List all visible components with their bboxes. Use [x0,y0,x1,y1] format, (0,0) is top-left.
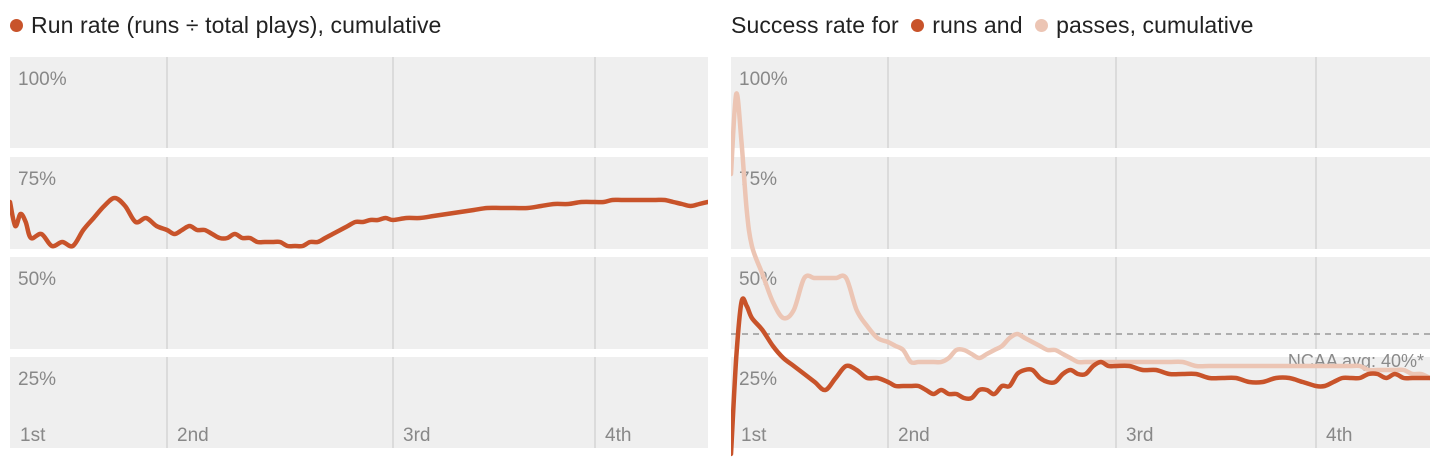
background-band [731,57,1430,148]
background-band [10,357,708,448]
y-tick-label: 50% [18,269,56,290]
passes-legend-label: passes, cumulative [1056,12,1254,38]
background-band [731,357,1430,448]
y-tick-label: 25% [18,369,56,390]
left-panel-title: Run rate (runs ÷ total plays), cumulativ… [10,12,441,39]
x-tick-label: 2nd [177,425,209,446]
x-tick-label: 1st [741,425,767,446]
background-band [731,257,1430,349]
x-tick-label: 2nd [898,425,930,446]
background-band [10,57,708,148]
x-tick-label: 1st [20,425,46,446]
x-tick-label: 3rd [403,425,430,446]
right-title-prefix: Success rate for [731,12,899,38]
run-rate-chart: 100% 75% 50% 25% 1st 2nd 3rd 4th [10,57,708,448]
passes-series-line [731,91,1430,381]
y-tick-label: 100% [739,69,788,90]
right-panel-title: Success rate for runs and passes, cumula… [731,12,1253,39]
runs-series-line [731,296,1430,457]
y-tick-label: 75% [18,169,56,190]
x-tick-label: 3rd [1126,425,1153,446]
runs-legend-label: runs and [932,12,1023,38]
y-tick-label: 50% [739,269,777,290]
runs-legend-dot [10,19,23,32]
background-band [731,157,1430,249]
y-tick-label: 25% [739,369,777,390]
y-tick-label: 75% [739,169,777,190]
x-tick-label: 4th [1326,425,1352,446]
background-band [10,257,708,349]
x-tick-label: 4th [605,425,631,446]
left-title-text: Run rate (runs ÷ total plays), cumulativ… [31,12,442,38]
runs-series-line [10,195,708,249]
y-tick-label: 100% [18,69,67,90]
runs-legend-dot [911,19,925,32]
passes-legend-dot [1035,19,1049,32]
